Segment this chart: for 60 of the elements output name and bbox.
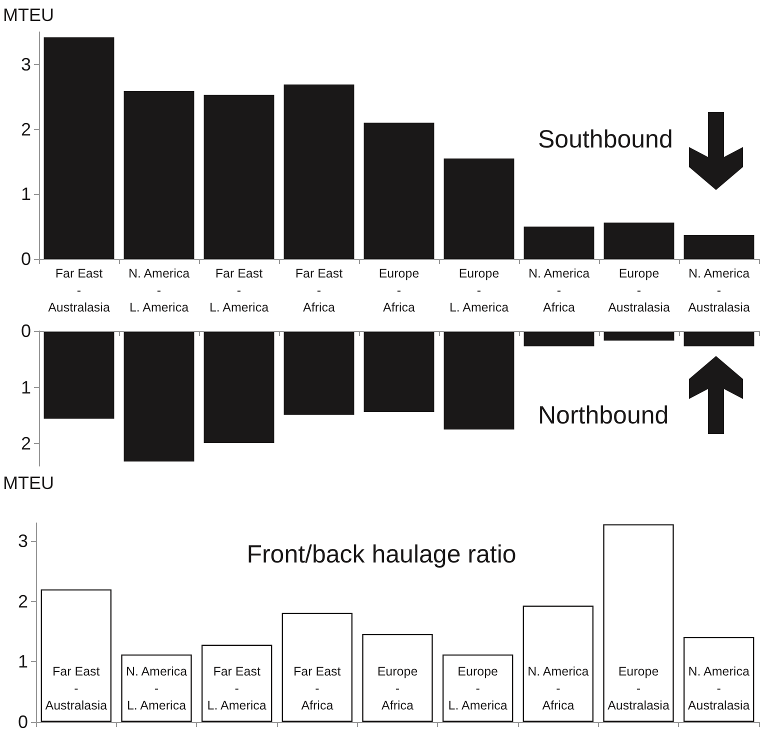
x-tick-label: Far East - L. America [209,266,269,314]
x-tick-label: Far East - Australasia [45,664,108,712]
y-tick-label: 1 [20,377,31,398]
y-axis-title: MTEU [3,473,54,493]
x-tick-label: Europe - L. America [449,266,509,314]
bar [603,524,674,722]
y-tick-label: 3 [20,54,31,74]
bar [683,636,754,722]
x-tick-label: N. America - L. America [126,664,188,712]
y-tick-label: 1 [18,652,28,672]
bar [524,331,594,346]
bar [40,589,112,722]
x-tick-label: Europe - Australasia [608,266,670,314]
x-tick-label: N. America - Australasia [688,266,750,314]
bar [524,226,594,259]
y-tick-label: 2 [20,434,31,454]
x-tick-label: N. America - Africa [528,266,590,314]
bar [124,331,194,462]
y-tick-label: 3 [18,531,28,552]
text: Northbound [538,402,669,430]
x-tick-label: Far East - Australasia [48,266,110,314]
bar [522,606,594,722]
y-axis-title: MTEU [3,5,54,25]
bar [284,84,354,259]
bar [444,158,514,259]
bar [364,331,434,412]
x-tick-label: N. America - Australasia [688,664,750,712]
bar [124,91,194,259]
bar [204,94,274,259]
bar [204,331,274,443]
x-tick-label: Europe - Africa [377,664,418,712]
text: Front/back haulage ratio [246,540,516,568]
x-tick-label: Far East - Africa [294,664,342,712]
x-tick-label: Europe - Africa [378,266,420,314]
bar [121,654,192,722]
x-tick-label: Europe - Australasia [608,664,670,712]
y-tick-label: 2 [18,591,28,612]
x-tick-label: N. America - L. America [128,266,190,314]
y-tick-label: 0 [20,249,31,269]
bar [684,331,754,346]
bar [284,331,354,415]
bar [684,235,754,259]
bar [444,331,514,430]
x-tick-label: N. America - Africa [528,664,589,712]
bar [442,654,514,722]
y-tick-label: 1 [20,184,31,204]
bar [44,37,114,259]
x-tick-label: Far East - Africa [295,266,344,314]
bar [364,122,434,259]
x-tick-label: Far East - L. America [207,664,266,712]
y-tick-label: 2 [20,119,31,140]
x-tick-label: Europe - L. America [448,664,508,712]
bar [44,331,114,419]
y-tick-label: 0 [18,712,28,731]
bar [604,222,674,259]
y-tick-label: 0 [20,321,31,341]
text: Southbound [538,126,673,154]
bar [282,612,353,722]
bar [201,644,272,722]
bar [362,634,433,722]
